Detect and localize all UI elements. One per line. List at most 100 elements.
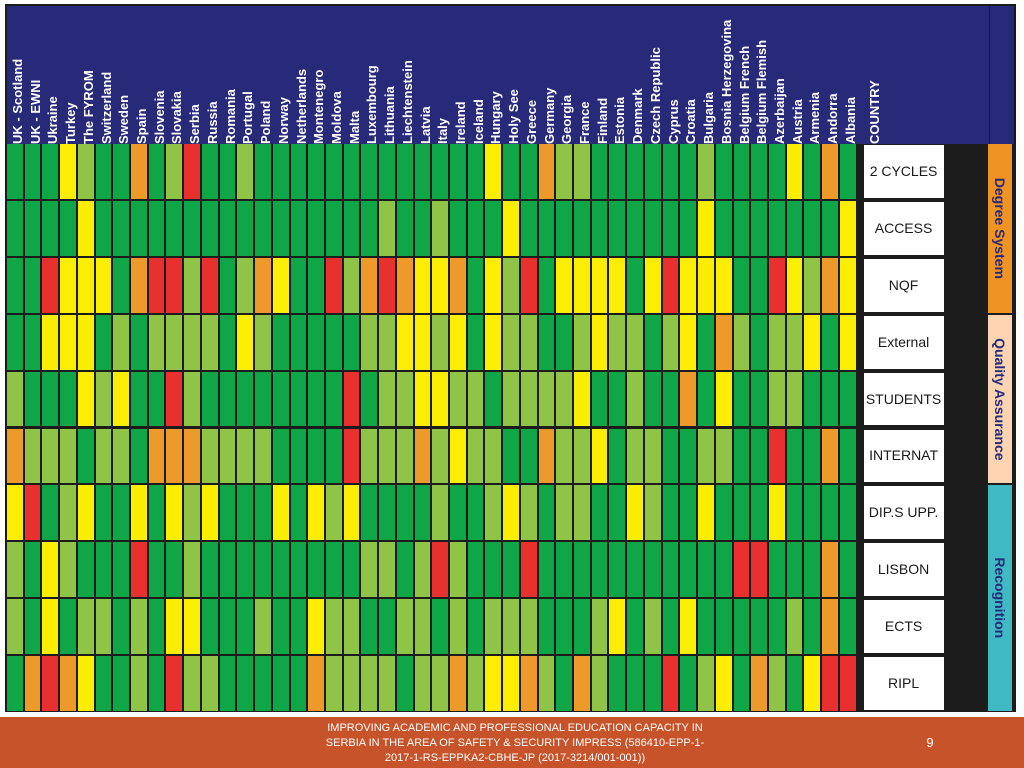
heatmap-cell	[184, 485, 200, 541]
heatmap-cell	[7, 257, 23, 313]
heatmap-cell	[450, 200, 466, 256]
heatmap-cell	[751, 485, 767, 541]
heatmap-cell	[272, 200, 289, 256]
heatmap-cell	[414, 314, 431, 370]
heatmap-cell	[556, 542, 573, 598]
heatmap-cell	[131, 485, 147, 541]
heatmap-cell	[343, 371, 360, 427]
heatmap-cell	[113, 314, 130, 370]
heatmap-cell	[786, 371, 803, 427]
heatmap-cell	[591, 314, 608, 370]
group-bar-label: Degree System	[992, 177, 1008, 279]
heatmap-cell	[77, 428, 94, 484]
heatmap-cell	[255, 599, 271, 655]
heatmap-cell	[680, 200, 697, 256]
heatmap-cell	[148, 428, 165, 484]
heatmap-cell	[503, 314, 519, 370]
heatmap-cell	[237, 485, 254, 541]
heatmap-cell	[432, 656, 448, 711]
heatmap-cell	[680, 144, 697, 199]
heatmap-cell	[255, 314, 271, 370]
heatmap-cell	[237, 428, 254, 484]
heatmap-cell	[343, 257, 360, 313]
heatmap-cell	[290, 428, 307, 484]
heatmap-cell	[379, 656, 395, 711]
heatmap-cell	[804, 314, 821, 370]
heatmap-cell	[379, 314, 395, 370]
heatmap-cell	[379, 200, 395, 256]
heatmap-cell	[450, 656, 466, 711]
heatmap-cell	[325, 485, 342, 541]
heatmap-cell	[450, 542, 466, 598]
heatmap-cell	[237, 542, 254, 598]
heatmap-cell	[822, 314, 838, 370]
heatmap-cell	[627, 144, 643, 199]
row-label: LISBON	[863, 543, 944, 597]
row-label: DIP.S UPP.	[863, 486, 944, 540]
heatmap-cell	[77, 656, 94, 711]
heatmap-cell	[24, 314, 41, 370]
heatmap-cell	[42, 542, 59, 598]
heatmap-cell	[42, 314, 59, 370]
row-label-text: STUDENTS	[865, 390, 942, 407]
heatmap-cell	[148, 371, 165, 427]
heatmap-cell	[148, 485, 165, 541]
heatmap-cell	[644, 599, 661, 655]
heatmap-cell	[343, 656, 360, 711]
heatmap-cell	[219, 656, 236, 711]
heatmap-cell	[432, 144, 448, 199]
heatmap-cell	[396, 200, 413, 256]
heatmap-cell	[325, 428, 342, 484]
heatmap-cell	[839, 485, 856, 541]
heatmap-cell	[290, 257, 307, 313]
heatmap-cell	[751, 599, 767, 655]
heatmap-cell	[680, 371, 697, 427]
heatmap-cell	[361, 599, 378, 655]
heatmap-cell	[166, 314, 183, 370]
heatmap-cell	[733, 485, 750, 541]
heatmap-cell	[201, 485, 218, 541]
heatmap-cell	[24, 599, 41, 655]
heatmap-cell	[432, 542, 448, 598]
heatmap-cell	[503, 542, 519, 598]
heatmap-cell	[450, 599, 466, 655]
heatmap-cell	[113, 371, 130, 427]
heatmap-cell	[184, 257, 200, 313]
heatmap-cell	[751, 542, 767, 598]
heatmap-cell	[627, 200, 643, 256]
heatmap-cell	[432, 599, 448, 655]
heatmap-cell	[237, 314, 254, 370]
heatmap-cell	[574, 257, 590, 313]
heatmap-cell	[644, 371, 661, 427]
heatmap-cell	[379, 428, 395, 484]
heatmap-cell	[556, 257, 573, 313]
heatmap-cell	[325, 542, 342, 598]
heatmap-cell	[733, 257, 750, 313]
heatmap-cell	[343, 314, 360, 370]
heatmap-cell	[662, 371, 679, 427]
heatmap-cell	[325, 371, 342, 427]
heatmap-cell	[113, 144, 130, 199]
heatmap-cell	[804, 485, 821, 541]
heatmap-cell	[379, 371, 395, 427]
heatmap-cell	[60, 599, 76, 655]
heatmap-cell	[715, 200, 732, 256]
heatmap-cell	[574, 428, 590, 484]
page-number: 9	[926, 735, 934, 750]
heatmap-cell	[715, 314, 732, 370]
heatmap-cell	[166, 599, 183, 655]
heatmap-cell	[503, 485, 519, 541]
heatmap-cell	[662, 257, 679, 313]
heatmap-cell	[680, 314, 697, 370]
heatmap-cell	[715, 144, 732, 199]
heatmap-cell	[343, 428, 360, 484]
heatmap-cell	[396, 257, 413, 313]
heatmap-cell	[556, 485, 573, 541]
heatmap-cell	[768, 656, 785, 711]
header-right-filler	[990, 6, 1014, 144]
heatmap-cell	[644, 428, 661, 484]
heatmap-cell	[361, 542, 378, 598]
heatmap-cell	[95, 542, 112, 598]
heatmap-cell	[644, 485, 661, 541]
heatmap-cell	[538, 314, 555, 370]
